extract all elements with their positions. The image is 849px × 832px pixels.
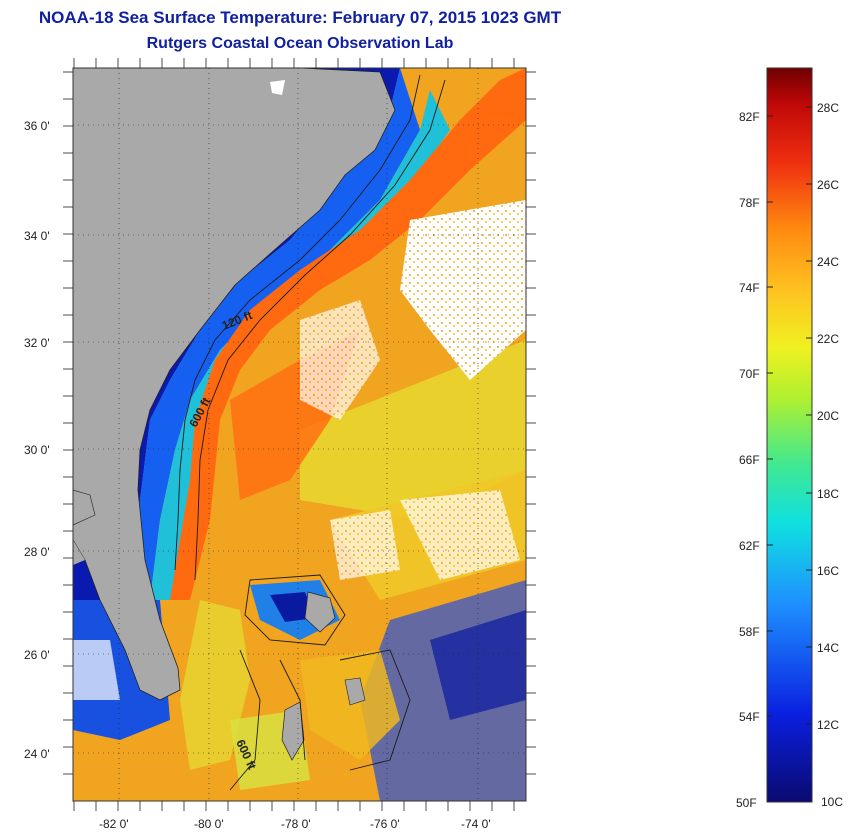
cb-f-70: 70F xyxy=(739,367,760,381)
cb-c-24: 24C xyxy=(817,255,839,269)
graticule xyxy=(73,68,526,801)
lat-label-34: 34 0' xyxy=(24,229,50,243)
cb-f-74: 74F xyxy=(739,281,760,295)
cb-f-62: 62F xyxy=(739,539,760,553)
lon-label-74: -74 0' xyxy=(461,817,491,831)
map-subtitle: Rutgers Coastal Ocean Observation Lab xyxy=(146,35,454,52)
lon-label-80: -80 0' xyxy=(194,817,224,831)
lon-label-82: -82 0' xyxy=(99,817,129,831)
axis-ticks xyxy=(63,58,536,811)
cb-c-12: 12C xyxy=(817,718,839,732)
lon-label-76: -76 0' xyxy=(370,817,400,831)
cb-f-66: 66F xyxy=(739,453,760,467)
lon-label-78: -78 0' xyxy=(281,817,311,831)
lat-label-36: 36 0' xyxy=(24,119,50,133)
cb-f-78: 78F xyxy=(739,196,760,210)
cb-f-82: 82F xyxy=(739,110,760,124)
lat-label-32: 32 0' xyxy=(24,336,50,350)
map-title: NOAA-18 Sea Surface Temperature: Februar… xyxy=(38,8,562,27)
cb-c-10: 10C xyxy=(821,795,843,809)
colorbar: 82F 78F 74F 70F 66F 62F 58F 54F 50F 28C … xyxy=(736,67,843,810)
lat-label-24: 24 0' xyxy=(24,747,50,761)
lat-label-28: 28 0' xyxy=(24,545,50,559)
cb-f-54: 54F xyxy=(739,710,760,724)
cb-c-16: 16C xyxy=(817,564,839,578)
cb-c-18: 18C xyxy=(817,487,839,501)
depth-contours xyxy=(174,74,446,791)
lat-label-30: 30 0' xyxy=(24,443,50,457)
cb-c-14: 14C xyxy=(817,641,839,655)
cb-f-50: 50F xyxy=(736,796,757,810)
colorbar-ramp xyxy=(766,67,813,803)
map-frame xyxy=(72,67,527,802)
latitude-labels: 36 0' 34 0' 32 0' 30 0' 28 0' 26 0' 24 0… xyxy=(24,119,50,761)
cb-c-20: 20C xyxy=(817,409,839,423)
cb-f-58: 58F xyxy=(739,625,760,639)
landmass xyxy=(73,68,396,761)
lat-label-26: 26 0' xyxy=(24,648,50,662)
cb-c-22: 22C xyxy=(817,332,839,346)
cb-c-26: 26C xyxy=(817,178,839,192)
cb-c-28: 28C xyxy=(817,101,839,115)
longitude-labels: -82 0' -80 0' -78 0' -76 0' -74 0' xyxy=(99,817,491,831)
